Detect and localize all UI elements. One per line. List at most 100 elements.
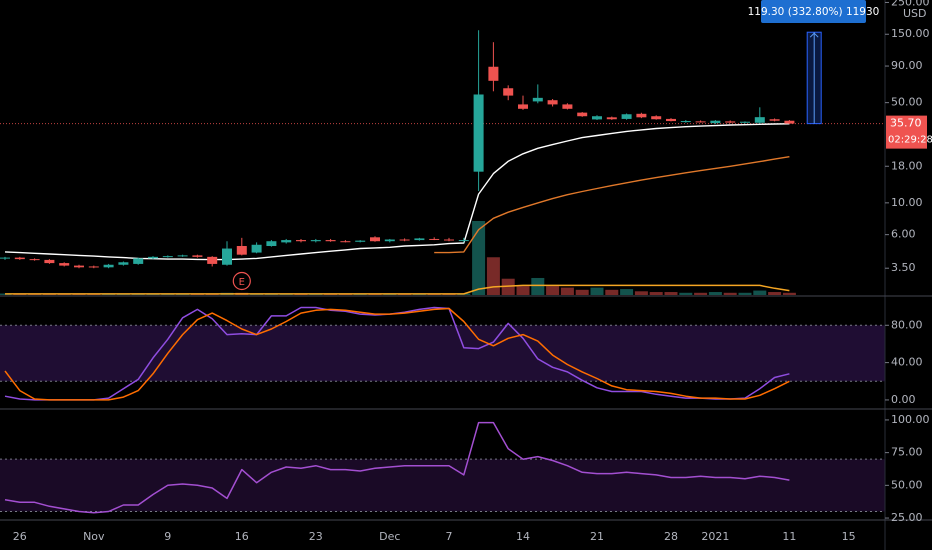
- indicator-line: [4, 307, 790, 401]
- candle-body: [503, 88, 514, 96]
- volume-bar: [472, 221, 486, 295]
- volume-bar: [782, 292, 796, 295]
- volume-bar: [679, 292, 693, 295]
- candle-body: [384, 239, 395, 242]
- candle-body: [606, 117, 617, 120]
- y-tick-label: 0.00: [891, 393, 916, 406]
- y-tick-label: 18.00: [891, 159, 923, 172]
- measure-label-box: [761, 0, 866, 23]
- x-tick-label: 16: [235, 530, 249, 543]
- candle-body: [547, 100, 558, 105]
- y-tick-label: 50.00: [891, 478, 923, 491]
- volume-ma-line: [5, 284, 790, 295]
- volume-bar: [531, 277, 545, 295]
- volume-bar: [560, 287, 574, 295]
- volume-bar: [605, 289, 619, 295]
- candle-body: [177, 255, 188, 257]
- candle-body: [592, 116, 602, 120]
- candle-body: [769, 119, 780, 121]
- x-tick-label: 9: [164, 530, 171, 543]
- volume-bar: [768, 292, 782, 295]
- candle-body: [784, 120, 795, 124]
- y-tick-label: 3.50: [891, 261, 916, 274]
- x-tick-label: 28: [664, 530, 678, 543]
- volume-bar: [546, 286, 560, 295]
- labels-layer: 250.00150.0090.0050.0018.0010.006.003.50…: [13, 0, 932, 543]
- candle-body: [444, 239, 454, 241]
- last-price-label: 35.70: [890, 117, 922, 130]
- candle-body: [562, 104, 573, 109]
- candle-body: [458, 240, 469, 242]
- candle-body: [754, 117, 765, 123]
- x-tick-label: 2021: [701, 530, 729, 543]
- bands-layer: [0, 324, 885, 512]
- candle-body: [118, 262, 129, 265]
- candle-body: [251, 244, 262, 253]
- candle-body: [296, 240, 306, 242]
- volume-bar: [501, 278, 515, 295]
- volume-bar: [634, 291, 648, 295]
- candle-body: [29, 259, 40, 261]
- earnings-marker: [232, 271, 251, 291]
- candle-body: [0, 257, 10, 259]
- volume-bar: [649, 292, 663, 295]
- y-tick-label: 40.00: [891, 356, 923, 369]
- volume-bar: [590, 287, 604, 295]
- volume-bar: [694, 292, 708, 295]
- candle-body: [666, 118, 676, 122]
- candle-body: [370, 237, 380, 242]
- marks-layer: [0, 30, 885, 514]
- volume-bar: [664, 292, 678, 295]
- volume-bar: [620, 289, 634, 295]
- candle-body: [636, 113, 647, 118]
- candle-body: [310, 240, 321, 242]
- measure-label: 119.30 (332.80%) 11930: [748, 6, 880, 18]
- candle-body: [281, 240, 292, 243]
- measure-arrow-head: [809, 32, 819, 38]
- candle-body: [192, 255, 203, 257]
- candle-body: [222, 248, 232, 265]
- candle-body: [399, 239, 410, 241]
- candle-body: [621, 114, 632, 119]
- x-tick-label: Nov: [83, 530, 105, 543]
- candle-body: [651, 116, 662, 120]
- candle-body: [103, 264, 114, 268]
- candle-body: [207, 256, 218, 264]
- x-tick-label: Dec: [379, 530, 400, 543]
- band-fill: [0, 459, 885, 512]
- y-tick-label: 50.00: [891, 96, 923, 109]
- y-tick-label: 150.00: [891, 27, 930, 40]
- y-tick-label: 75.00: [891, 446, 923, 459]
- candle-body: [710, 120, 721, 124]
- candle-body: [340, 241, 351, 243]
- x-tick-label: 15: [842, 530, 856, 543]
- y-tick-label: 80.00: [891, 318, 923, 331]
- candle-body: [88, 266, 99, 268]
- ma-line: [4, 123, 790, 261]
- candle-body: [148, 256, 158, 259]
- y-tick-label: 6.00: [891, 228, 916, 241]
- candle-body: [740, 121, 750, 123]
- candle-body: [133, 258, 144, 264]
- band-fill: [0, 325, 885, 382]
- indicator-line: [4, 421, 790, 514]
- candle-body: [236, 246, 247, 255]
- x-tick-label: 7: [446, 530, 453, 543]
- x-tick-label: 14: [516, 530, 530, 543]
- x-tick-label: 23: [309, 530, 323, 543]
- candle-body: [680, 121, 691, 123]
- volume-bar: [516, 286, 530, 295]
- volume-bar: [738, 292, 752, 295]
- candle-body: [325, 240, 336, 242]
- candle-body: [488, 66, 499, 81]
- countdown-label: 02:29:28: [888, 135, 932, 146]
- candle-body: [414, 238, 425, 241]
- volume-bar: [575, 289, 589, 295]
- volume-bar: [723, 292, 737, 295]
- x-tick-label: 11: [782, 530, 796, 543]
- volume-bar: [486, 257, 500, 295]
- candle-body: [518, 104, 528, 109]
- y-tick-label: 100.00: [891, 413, 930, 426]
